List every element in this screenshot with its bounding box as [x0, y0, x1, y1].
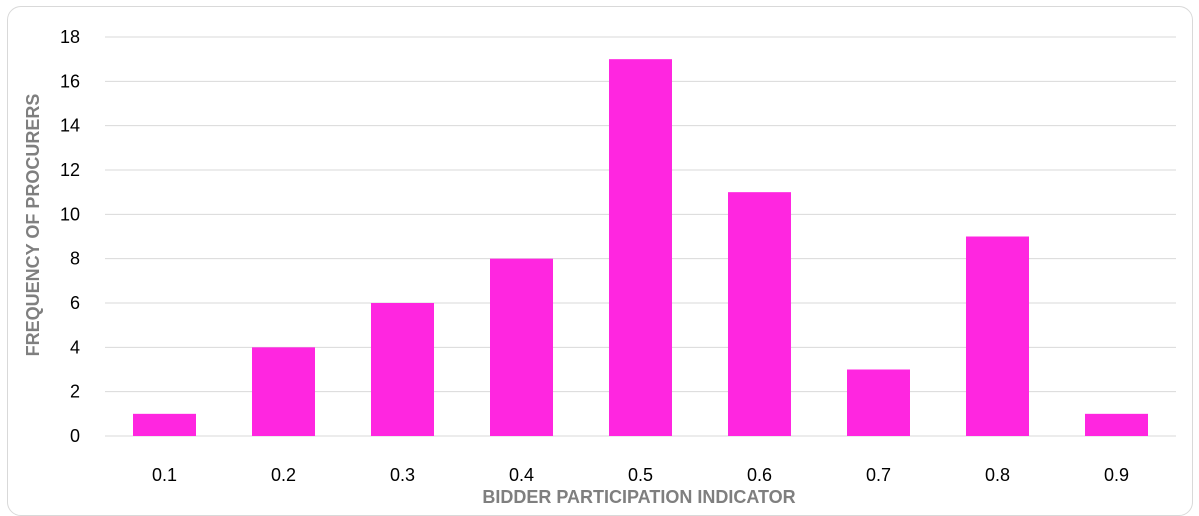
y-axis-ticks: 0 2 4 6 8 10 12 14 16 18: [60, 27, 80, 446]
y-tick-label: 6: [70, 293, 80, 313]
x-tick-label: 0.3: [390, 465, 415, 485]
x-tick-label: 0.5: [628, 465, 653, 485]
bar-0.7: [847, 369, 910, 436]
y-axis-title: FREQUENCY OF PROCURERS: [23, 94, 43, 357]
x-tick-label: 0.1: [152, 465, 177, 485]
y-tick-label: 12: [60, 160, 80, 180]
bar-0.5: [609, 59, 672, 437]
x-axis-title: BIDDER PARTICIPATION INDICATOR: [482, 487, 795, 507]
x-tick-label: 0.2: [271, 465, 296, 485]
bar-0.9: [1085, 413, 1148, 436]
y-tick-label: 16: [60, 71, 80, 91]
bar-0.3: [371, 303, 434, 436]
x-tick-label: 0.6: [747, 465, 772, 485]
y-tick-label: 4: [70, 337, 80, 357]
y-tick-label: 10: [60, 204, 80, 224]
x-tick-label: 0.9: [1104, 465, 1129, 485]
y-tick-label: 8: [70, 249, 80, 269]
x-axis-ticks: 0.1 0.2 0.3 0.4 0.5 0.6 0.7 0.8 0.9: [152, 465, 1129, 485]
bars: [133, 59, 1148, 437]
y-tick-label: 0: [70, 426, 80, 446]
bar-0.6: [728, 192, 791, 436]
bar-0.4: [490, 258, 553, 436]
bar-0.2: [252, 347, 315, 436]
y-tick-label: 2: [70, 382, 80, 402]
x-tick-label: 0.4: [509, 465, 534, 485]
y-tick-label: 18: [60, 27, 80, 47]
x-tick-label: 0.8: [985, 465, 1010, 485]
bar-0.1: [133, 413, 196, 436]
x-tick-label: 0.7: [866, 465, 891, 485]
bar-0.8: [966, 236, 1029, 436]
y-tick-label: 14: [60, 116, 80, 136]
